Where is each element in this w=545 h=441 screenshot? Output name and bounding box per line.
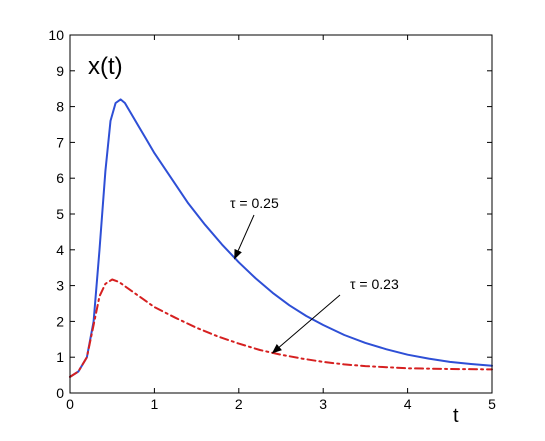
series-line: [69, 278, 493, 378]
annotation-arrow: [271, 294, 341, 354]
x-tick-label: 3: [319, 396, 327, 412]
y-tick-label: 2: [56, 313, 64, 329]
y-axis-title: x(t): [88, 53, 123, 80]
annotation-label: τ = 0.25: [230, 195, 279, 211]
plot-frame: [69, 34, 493, 394]
y-tick-label: 6: [56, 170, 64, 186]
x-tick-label: 2: [235, 396, 243, 412]
y-tick-label: 0: [56, 385, 64, 401]
y-tick-label: 9: [56, 63, 64, 79]
y-tick-label: 3: [56, 278, 64, 294]
y-tick-label: 1: [56, 349, 64, 365]
y-tick-label: 10: [48, 27, 64, 43]
annotation-arrow: [234, 214, 255, 260]
annotation-label: τ = 0.23: [350, 276, 399, 292]
y-tick-label: 5: [56, 206, 64, 222]
x-tick-label: 4: [404, 396, 412, 412]
series-layer: [69, 98, 493, 378]
y-tick-label: 4: [56, 242, 64, 258]
x-tick-label: 1: [151, 396, 159, 412]
y-tick-label: 7: [56, 134, 64, 150]
x-axis-title: t: [453, 405, 459, 427]
x-tick-label: 5: [488, 396, 496, 412]
plot-background: [70, 35, 492, 393]
x-tick-label: 0: [66, 396, 74, 412]
y-tick-label: 8: [56, 99, 64, 115]
series-line: [69, 98, 493, 378]
annotation-layer: τ = 0.25 τ = 0.23: [230, 195, 399, 354]
